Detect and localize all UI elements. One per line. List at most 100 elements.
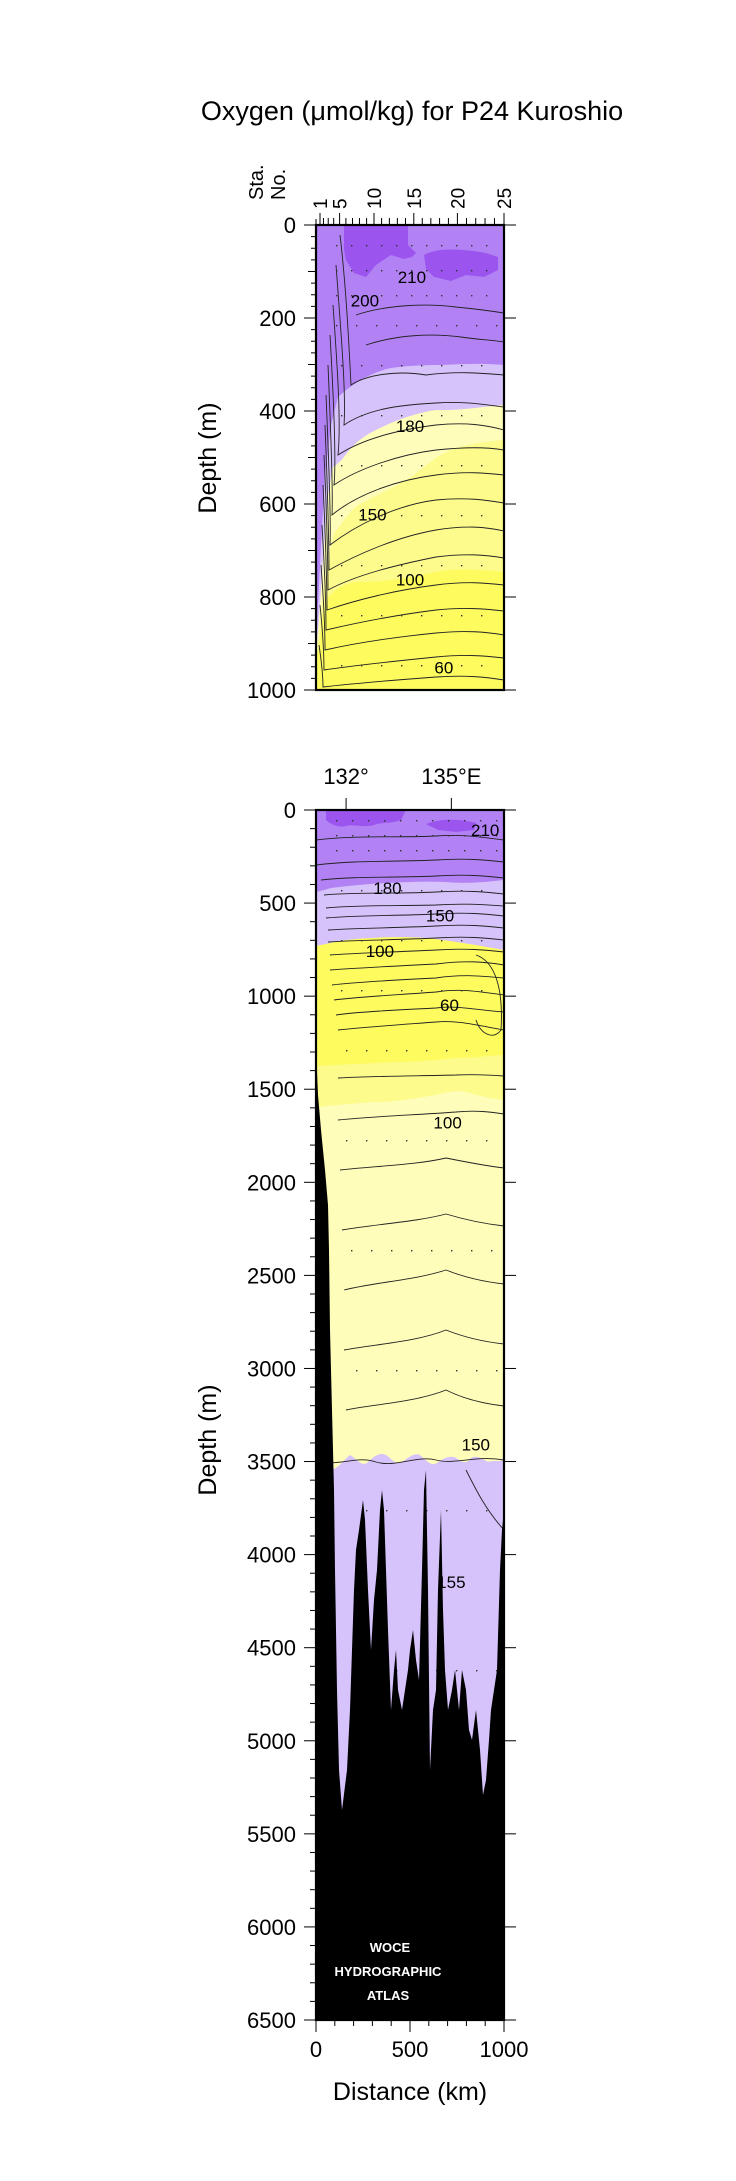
sea-floor-topography bbox=[316, 1050, 504, 2020]
lower-y-tick-label: 5000 bbox=[247, 1729, 296, 1754]
lower-y-tick-label: 2000 bbox=[247, 1170, 296, 1195]
lower-y-tick-label: 1000 bbox=[247, 984, 296, 1009]
upper-y-tick-label: 800 bbox=[259, 585, 296, 610]
lower-y-tick-label: 0 bbox=[284, 798, 296, 823]
upper-sample-dots bbox=[336, 245, 498, 667]
upper-y-tick-label: 200 bbox=[259, 306, 296, 331]
lower-contour-label: 150 bbox=[426, 907, 454, 926]
watermark-line-2: HYDROGRAPHIC bbox=[335, 1964, 443, 1979]
upper-station-ticks bbox=[319, 213, 505, 225]
lower-contour-lines bbox=[316, 835, 504, 1531]
lower-y-tick-label: 4000 bbox=[247, 1543, 296, 1568]
upper-sample-row bbox=[336, 270, 488, 272]
x-axis-label: Distance (km) bbox=[333, 2078, 487, 2106]
station-label: 10 bbox=[365, 188, 386, 209]
upper-coastal-strip bbox=[316, 225, 328, 690]
upper-contour-label: 100 bbox=[396, 570, 424, 589]
upper-contour-label: 60 bbox=[434, 659, 453, 678]
station-axis-label-line1: Sta. bbox=[246, 164, 268, 200]
upper-sample-row bbox=[341, 365, 483, 367]
upper-y-tick-label: 1000 bbox=[247, 678, 296, 703]
lower-sample-row bbox=[336, 835, 498, 837]
longitude-label: 132° bbox=[323, 764, 369, 789]
lower-y-tick-label: 3000 bbox=[247, 1356, 296, 1381]
lower-y-tick-label: 1500 bbox=[247, 1077, 296, 1102]
lower-panel: 210 180 150 100 60 100 150 155 132° 135°E 0 500 10… bbox=[194, 764, 528, 2106]
lower-contour-label: 155 bbox=[437, 1573, 465, 1592]
lower-y-tick-labels: 0 500 1000 1500 2000 2500 3000 3500 4000 4500 5000… bbox=[247, 798, 296, 2033]
lower-contour-label: 180 bbox=[373, 879, 401, 898]
lower-contour-label: 60 bbox=[440, 996, 459, 1015]
station-axis-label: Sta. No. bbox=[246, 159, 290, 200]
upper-contour-label: 180 bbox=[396, 417, 424, 436]
upper-y-tick-label: 0 bbox=[284, 213, 296, 238]
lower-y-tick-label: 500 bbox=[259, 891, 296, 916]
upper-contour-label: 200 bbox=[351, 291, 379, 310]
woce-watermark: WOCE HYDROGRAPHIC ATLAS bbox=[335, 1940, 443, 2003]
upper-purple-band bbox=[316, 225, 504, 655]
upper-y-tick-labels: 0 200 400 600 800 1000 bbox=[247, 213, 296, 703]
lower-contour-label: 100 bbox=[433, 1113, 461, 1132]
x-tick-label: 1000 bbox=[480, 2037, 529, 2062]
lower-y-tick-label: 4500 bbox=[247, 1636, 296, 1661]
lower-sample-row bbox=[336, 820, 498, 822]
station-label: 1 bbox=[311, 198, 332, 209]
station-label: 25 bbox=[495, 188, 516, 209]
station-axis-label-line2: No. bbox=[268, 169, 290, 200]
lower-sample-row bbox=[351, 1250, 493, 1252]
lower-contour-label: 150 bbox=[462, 1435, 490, 1454]
upper-y-ticks bbox=[304, 224, 516, 691]
longitude-label: 135°E bbox=[421, 764, 481, 789]
upper-contour-labels: 210 200 180 150 100 60 bbox=[351, 268, 454, 678]
upper-sample-row bbox=[341, 665, 483, 667]
upper-deep-purple-patch-1 bbox=[344, 225, 416, 277]
lower-y-tick-label: 6000 bbox=[247, 1915, 296, 1940]
upper-contour-label: 150 bbox=[358, 505, 386, 524]
lower-sample-row bbox=[341, 990, 483, 992]
x-tick-label: 500 bbox=[392, 2037, 429, 2062]
upper-y-tick-label: 400 bbox=[259, 399, 296, 424]
lower-sample-row bbox=[341, 890, 483, 892]
upper-sample-row bbox=[341, 565, 483, 567]
lower-sample-row bbox=[336, 850, 498, 852]
lower-y-tick-label: 6500 bbox=[247, 2008, 296, 2033]
lower-y-axis-label: Depth (m) bbox=[194, 1384, 222, 1495]
lower-sample-row bbox=[341, 940, 483, 942]
lower-plot-area: 210 180 150 100 60 100 150 155 bbox=[316, 810, 504, 2020]
lower-sample-row bbox=[346, 1140, 488, 1142]
lower-y-tick-label: 3500 bbox=[247, 1450, 296, 1475]
upper-plot-area: 210 200 180 150 100 60 bbox=[316, 225, 504, 690]
lower-y-ticks bbox=[304, 809, 516, 2021]
lower-sample-row bbox=[346, 1050, 488, 1052]
upper-sample-row bbox=[341, 415, 483, 417]
longitude-labels: 132° 135°E bbox=[323, 764, 481, 789]
watermark-line-3: ATLAS bbox=[367, 1988, 410, 2003]
upper-panel: 210 200 180 150 100 60 15 10 15 20 25 Sta. No. 0 2… bbox=[194, 159, 516, 703]
upper-sample-row bbox=[336, 245, 488, 247]
lower-sample-row bbox=[356, 1370, 498, 1372]
upper-sample-row bbox=[336, 295, 488, 297]
longitude-ticks bbox=[345, 798, 452, 810]
x-ticks bbox=[315, 2020, 505, 2032]
upper-sample-row bbox=[336, 325, 498, 327]
upper-contour-lines bbox=[318, 234, 504, 688]
lower-contour-label: 100 bbox=[366, 942, 394, 961]
chart-title: Oxygen (μmol/kg) for P24 Kuroshio bbox=[201, 96, 623, 126]
upper-y-tick-label: 600 bbox=[259, 492, 296, 517]
upper-station-labels: 15 10 15 20 25 bbox=[311, 188, 516, 209]
station-label: 5 bbox=[331, 198, 352, 209]
upper-deep-purple-patch-2 bbox=[424, 249, 498, 281]
station-label: 20 bbox=[448, 188, 469, 209]
watermark-line-1: WOCE bbox=[370, 1940, 411, 1955]
upper-contour-label: 210 bbox=[398, 268, 426, 287]
lower-deep-purple-patch-2 bbox=[426, 819, 476, 832]
x-tick-labels: 0 500 1000 bbox=[310, 2037, 529, 2062]
upper-sample-row bbox=[341, 515, 483, 517]
x-tick-label: 0 bbox=[310, 2037, 322, 2062]
upper-sample-row bbox=[341, 465, 483, 467]
lower-sample-row bbox=[366, 1510, 488, 1512]
lower-contour-label: 210 bbox=[471, 821, 499, 840]
upper-y-axis-label: Depth (m) bbox=[194, 402, 222, 513]
lower-y-tick-label: 5500 bbox=[247, 1822, 296, 1847]
